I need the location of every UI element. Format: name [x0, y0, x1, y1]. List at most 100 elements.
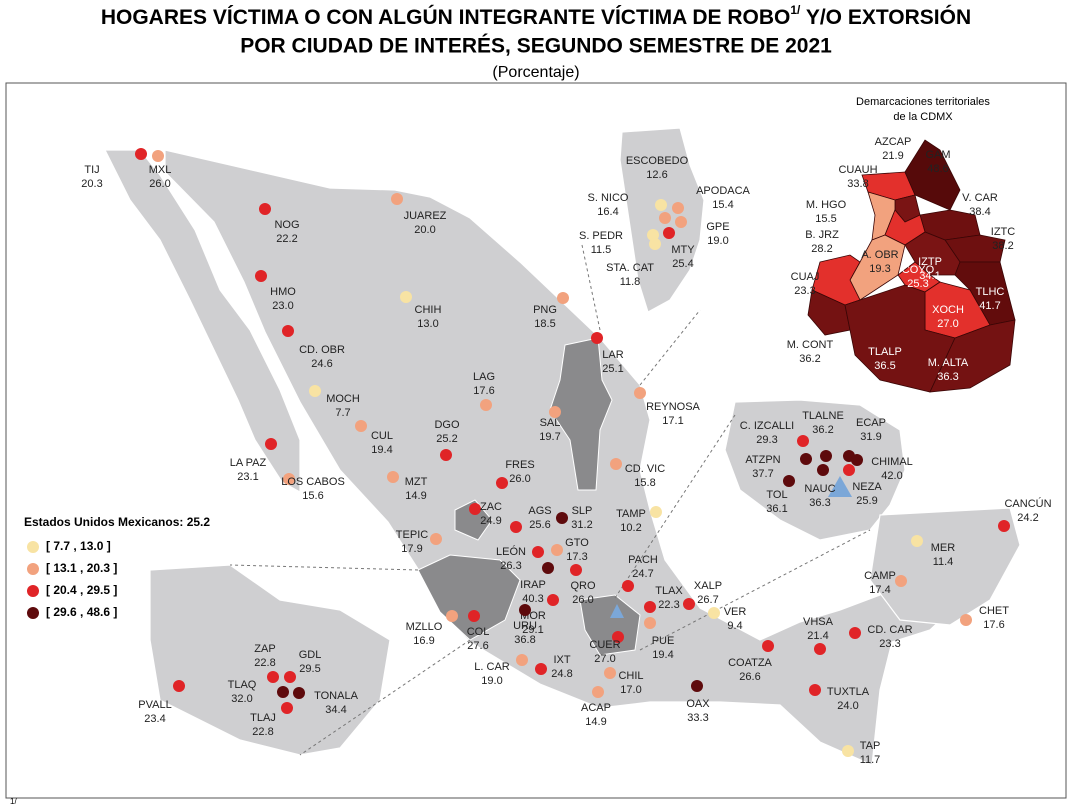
- city-dot: [547, 594, 559, 606]
- city-name: NOG: [274, 219, 299, 231]
- city-dot: [391, 193, 403, 205]
- city-value: 22.3: [658, 599, 679, 611]
- city-value: 11.8: [620, 276, 641, 288]
- city-dot: [591, 332, 603, 344]
- city-dot: [622, 580, 634, 592]
- city-value: 26.7: [697, 594, 718, 606]
- demarcacion-name: IZTC: [991, 226, 1015, 238]
- city-value: 24.8: [551, 668, 572, 680]
- city-name: ECAP: [856, 417, 886, 429]
- city-value: 19.4: [371, 444, 392, 456]
- city-value: 42.0: [881, 470, 902, 482]
- city-value: 22.8: [252, 726, 273, 738]
- demarcacion-value: 36.3: [937, 371, 958, 383]
- city-value: 19.4: [652, 649, 673, 661]
- cdmx-title: Demarcaciones territoriales: [856, 96, 990, 108]
- city-value: 23.3: [879, 638, 900, 650]
- city-name: CHIMAL: [871, 456, 913, 468]
- city-name: COATZA: [728, 657, 772, 669]
- city-dot: [647, 229, 659, 241]
- baja-california: [104, 149, 301, 494]
- cdmx-area: [579, 594, 641, 656]
- city-name: TAP: [860, 740, 881, 752]
- city-value: 12.6: [646, 169, 667, 181]
- city-name: CD. OBR: [299, 344, 345, 356]
- demarcacion-name: CUAJ: [791, 271, 820, 283]
- city-value: 17.3: [566, 551, 587, 563]
- city-dot: [557, 292, 569, 304]
- city-value: 31.9: [860, 431, 881, 443]
- city-value: 27.0: [594, 653, 615, 665]
- city-name: SLP: [572, 505, 593, 517]
- demarcacion-name: TLHC: [976, 286, 1005, 298]
- city-value: 23.0: [272, 300, 293, 312]
- city-name: VHSA: [803, 616, 834, 628]
- connector: [639, 529, 871, 651]
- city-dot: [535, 663, 547, 675]
- city-name: GDL: [299, 649, 322, 661]
- city-value: 25.2: [436, 433, 457, 445]
- city-value: 36.1: [766, 503, 787, 515]
- city-name: TAMP: [616, 508, 646, 520]
- demarcacion-value: 36.5: [874, 360, 895, 372]
- city-dot: [519, 604, 531, 616]
- inset-connectors: [229, 244, 871, 756]
- city-name: PUE: [652, 635, 675, 647]
- city-value: 26.0: [509, 473, 530, 485]
- city-value: 16.9: [413, 635, 434, 647]
- city-name: VER: [724, 606, 747, 618]
- city-value: 26.3: [500, 560, 521, 572]
- demarcacion-value: 23.3: [794, 285, 815, 297]
- legend-swatch: [27, 563, 39, 575]
- city-name: GTO: [565, 537, 589, 549]
- connector: [639, 309, 701, 386]
- city-dot: [510, 521, 522, 533]
- zacatecas-part: [454, 499, 493, 541]
- city-value: 31.2: [571, 519, 592, 531]
- city-name: ACAP: [581, 702, 611, 714]
- demarcacion-name: COYO: [902, 264, 935, 276]
- city-name: TONALA: [314, 690, 358, 702]
- legend-label: [ 7.7 , 13.0 ]: [46, 539, 111, 553]
- city-value: 17.6: [473, 385, 494, 397]
- city-value: 20.3: [81, 178, 102, 190]
- demarcacion-name: TLALP: [868, 346, 902, 358]
- city-dot: [173, 680, 185, 692]
- city-dot: [851, 454, 863, 466]
- demarcacion-value: 38.4: [969, 206, 990, 218]
- cdmx-marker: [610, 604, 624, 618]
- city-dot: [814, 643, 826, 655]
- city-name: MXL: [149, 164, 172, 176]
- city-value: 15.4: [712, 199, 733, 211]
- highlighted-states: [417, 337, 641, 656]
- city-value: 11.5: [591, 244, 612, 256]
- subtitle: (Porcentaje): [492, 64, 579, 81]
- city-name: URU: [513, 620, 537, 632]
- city-dot: [675, 216, 687, 228]
- city-name: CD. VIC: [625, 463, 665, 475]
- city-name: FRES: [505, 459, 534, 471]
- city-name: CHIL: [618, 670, 643, 682]
- title-start: HOGARES VÍCTIMA O CON ALGÚN INTEGRANTE V…: [101, 5, 791, 29]
- city-name: GPE: [706, 221, 729, 233]
- city-name: CD. CAR: [867, 624, 912, 636]
- city-name: PNG: [533, 304, 557, 316]
- city-value: 14.9: [405, 490, 426, 502]
- demarcacion-value: 48.6: [927, 163, 948, 175]
- city-value: 14.9: [585, 716, 606, 728]
- city-name: CUER: [589, 639, 620, 651]
- city-name: TLAJ: [250, 712, 276, 724]
- city-dot: [152, 150, 164, 162]
- city-name: JUAREZ: [404, 210, 447, 222]
- city-name: LA PAZ: [230, 457, 267, 469]
- city-dot: [783, 475, 795, 487]
- city-value: 18.5: [534, 318, 555, 330]
- city-dot: [570, 564, 582, 576]
- city-value: 17.0: [620, 684, 641, 696]
- city-dot: [820, 450, 832, 462]
- city-value: 10.2: [620, 522, 641, 534]
- city-name: LAG: [473, 371, 495, 383]
- legend: Estados Unidos Mexicanos: 25.2 [ 7.7 , 1…: [24, 515, 210, 619]
- city-dot: [532, 546, 544, 558]
